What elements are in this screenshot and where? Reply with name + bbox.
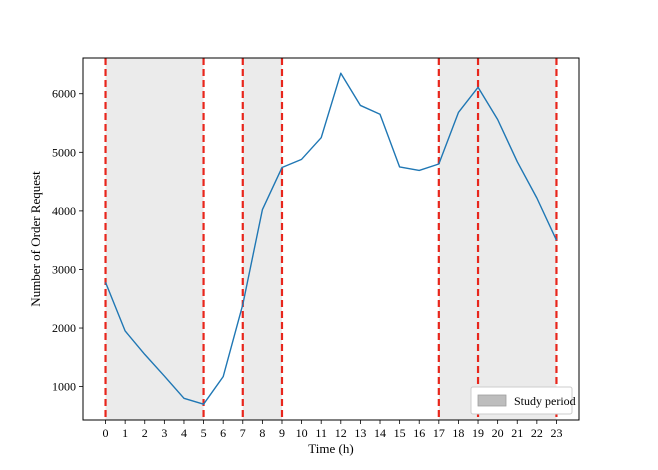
x-tick-label-10: 10 [296,426,308,440]
x-tick-label-4: 4 [181,426,187,440]
y-tick-label-1000: 1000 [52,380,76,394]
x-tick-label-14: 14 [374,426,386,440]
x-tick-label-12: 12 [335,426,347,440]
y-tick-label-3000: 3000 [52,262,76,276]
x-tick-label-3: 3 [161,426,167,440]
x-tick-label-0: 0 [103,426,109,440]
y-tick-label-6000: 6000 [52,87,76,101]
x-axis: 0 1 2 3 4 5 6 7 8 9 10 11 12 13 14 15 16 17 18 19 20 21 22 23 [103,420,562,440]
study-period-shading [105,58,557,420]
legend-swatch [477,394,507,407]
x-tick-label-5: 5 [201,426,207,440]
x-tick-label-16: 16 [413,426,425,440]
y-tick-label-2000: 2000 [52,321,76,335]
x-tick-label-13: 13 [354,426,366,440]
x-tick-label-7: 7 [240,426,246,440]
x-tick-label-19: 19 [472,426,484,440]
legend-box [470,386,573,415]
x-tick-label-17: 17 [433,426,445,440]
x-tick-label-1: 1 [122,426,128,440]
legend-label: Study period [514,394,576,408]
x-tick-label-18: 18 [452,426,464,440]
x-tick-label-15: 15 [394,426,406,440]
x-tick-label-2: 2 [142,426,148,440]
study-period-band-1 [242,58,282,420]
x-tick-label-23: 23 [550,426,562,440]
x-tick-label-8: 8 [259,426,265,440]
x-axis-label: Time (h) [308,441,353,456]
y-axis: 1000 2000 3000 4000 5000 6000 [52,87,83,394]
series-layer [104,72,558,405]
x-tick-label-6: 6 [220,426,226,440]
study-period-band-2 [438,58,557,420]
study-period-boundaries [104,58,558,420]
legend: Study period [470,386,576,415]
x-tick-label-9: 9 [279,426,285,440]
study-period-band-0 [105,58,204,420]
x-tick-label-21: 21 [511,426,523,440]
series-line-0 [104,72,558,405]
x-tick-label-11: 11 [315,426,327,440]
y-axis-label: Number of Order Request [28,171,43,307]
x-tick-label-22: 22 [531,426,543,440]
plot-frame [82,57,580,421]
x-tick-label-20: 20 [492,426,504,440]
y-tick-label-4000: 4000 [52,204,76,218]
y-tick-label-5000: 5000 [52,145,76,159]
